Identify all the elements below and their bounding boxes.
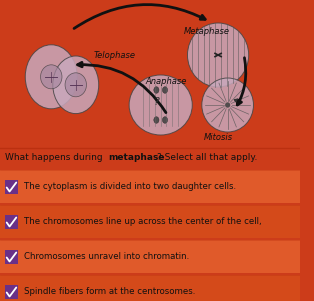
Ellipse shape bbox=[53, 56, 99, 113]
Bar bbox=[5, 284, 18, 299]
Text: Anaphase: Anaphase bbox=[145, 77, 187, 86]
Ellipse shape bbox=[25, 45, 77, 109]
Text: Spindle fibers form at the centrosomes.: Spindle fibers form at the centrosomes. bbox=[24, 287, 195, 296]
Bar bbox=[0, 240, 300, 273]
Ellipse shape bbox=[129, 75, 192, 135]
Bar bbox=[5, 179, 18, 194]
Bar bbox=[0, 170, 300, 203]
Ellipse shape bbox=[154, 117, 159, 123]
Ellipse shape bbox=[41, 65, 62, 89]
Text: Chromosomes unravel into chromatin.: Chromosomes unravel into chromatin. bbox=[24, 252, 189, 261]
Bar bbox=[0, 205, 300, 238]
Text: Telophase: Telophase bbox=[94, 51, 136, 60]
Circle shape bbox=[202, 78, 253, 132]
Bar bbox=[5, 250, 18, 263]
Ellipse shape bbox=[162, 87, 168, 93]
Text: The cytoplasm is divided into two daughter cells.: The cytoplasm is divided into two daught… bbox=[24, 182, 236, 191]
Ellipse shape bbox=[65, 73, 86, 97]
Circle shape bbox=[187, 23, 249, 87]
Circle shape bbox=[225, 102, 230, 108]
Text: The chromosomes line up across the center of the cell,: The chromosomes line up across the cente… bbox=[24, 217, 262, 226]
Text: Mitosis: Mitosis bbox=[204, 134, 233, 142]
Ellipse shape bbox=[162, 117, 168, 123]
Text: ?: ? bbox=[154, 97, 159, 107]
Bar bbox=[5, 215, 18, 228]
Text: Metaphase: Metaphase bbox=[184, 27, 230, 36]
Text: metaphase: metaphase bbox=[108, 153, 165, 162]
Bar bbox=[0, 275, 300, 301]
Text: What happens during: What happens during bbox=[5, 153, 105, 162]
Ellipse shape bbox=[154, 87, 159, 93]
Text: ? Select all that apply.: ? Select all that apply. bbox=[157, 153, 257, 162]
